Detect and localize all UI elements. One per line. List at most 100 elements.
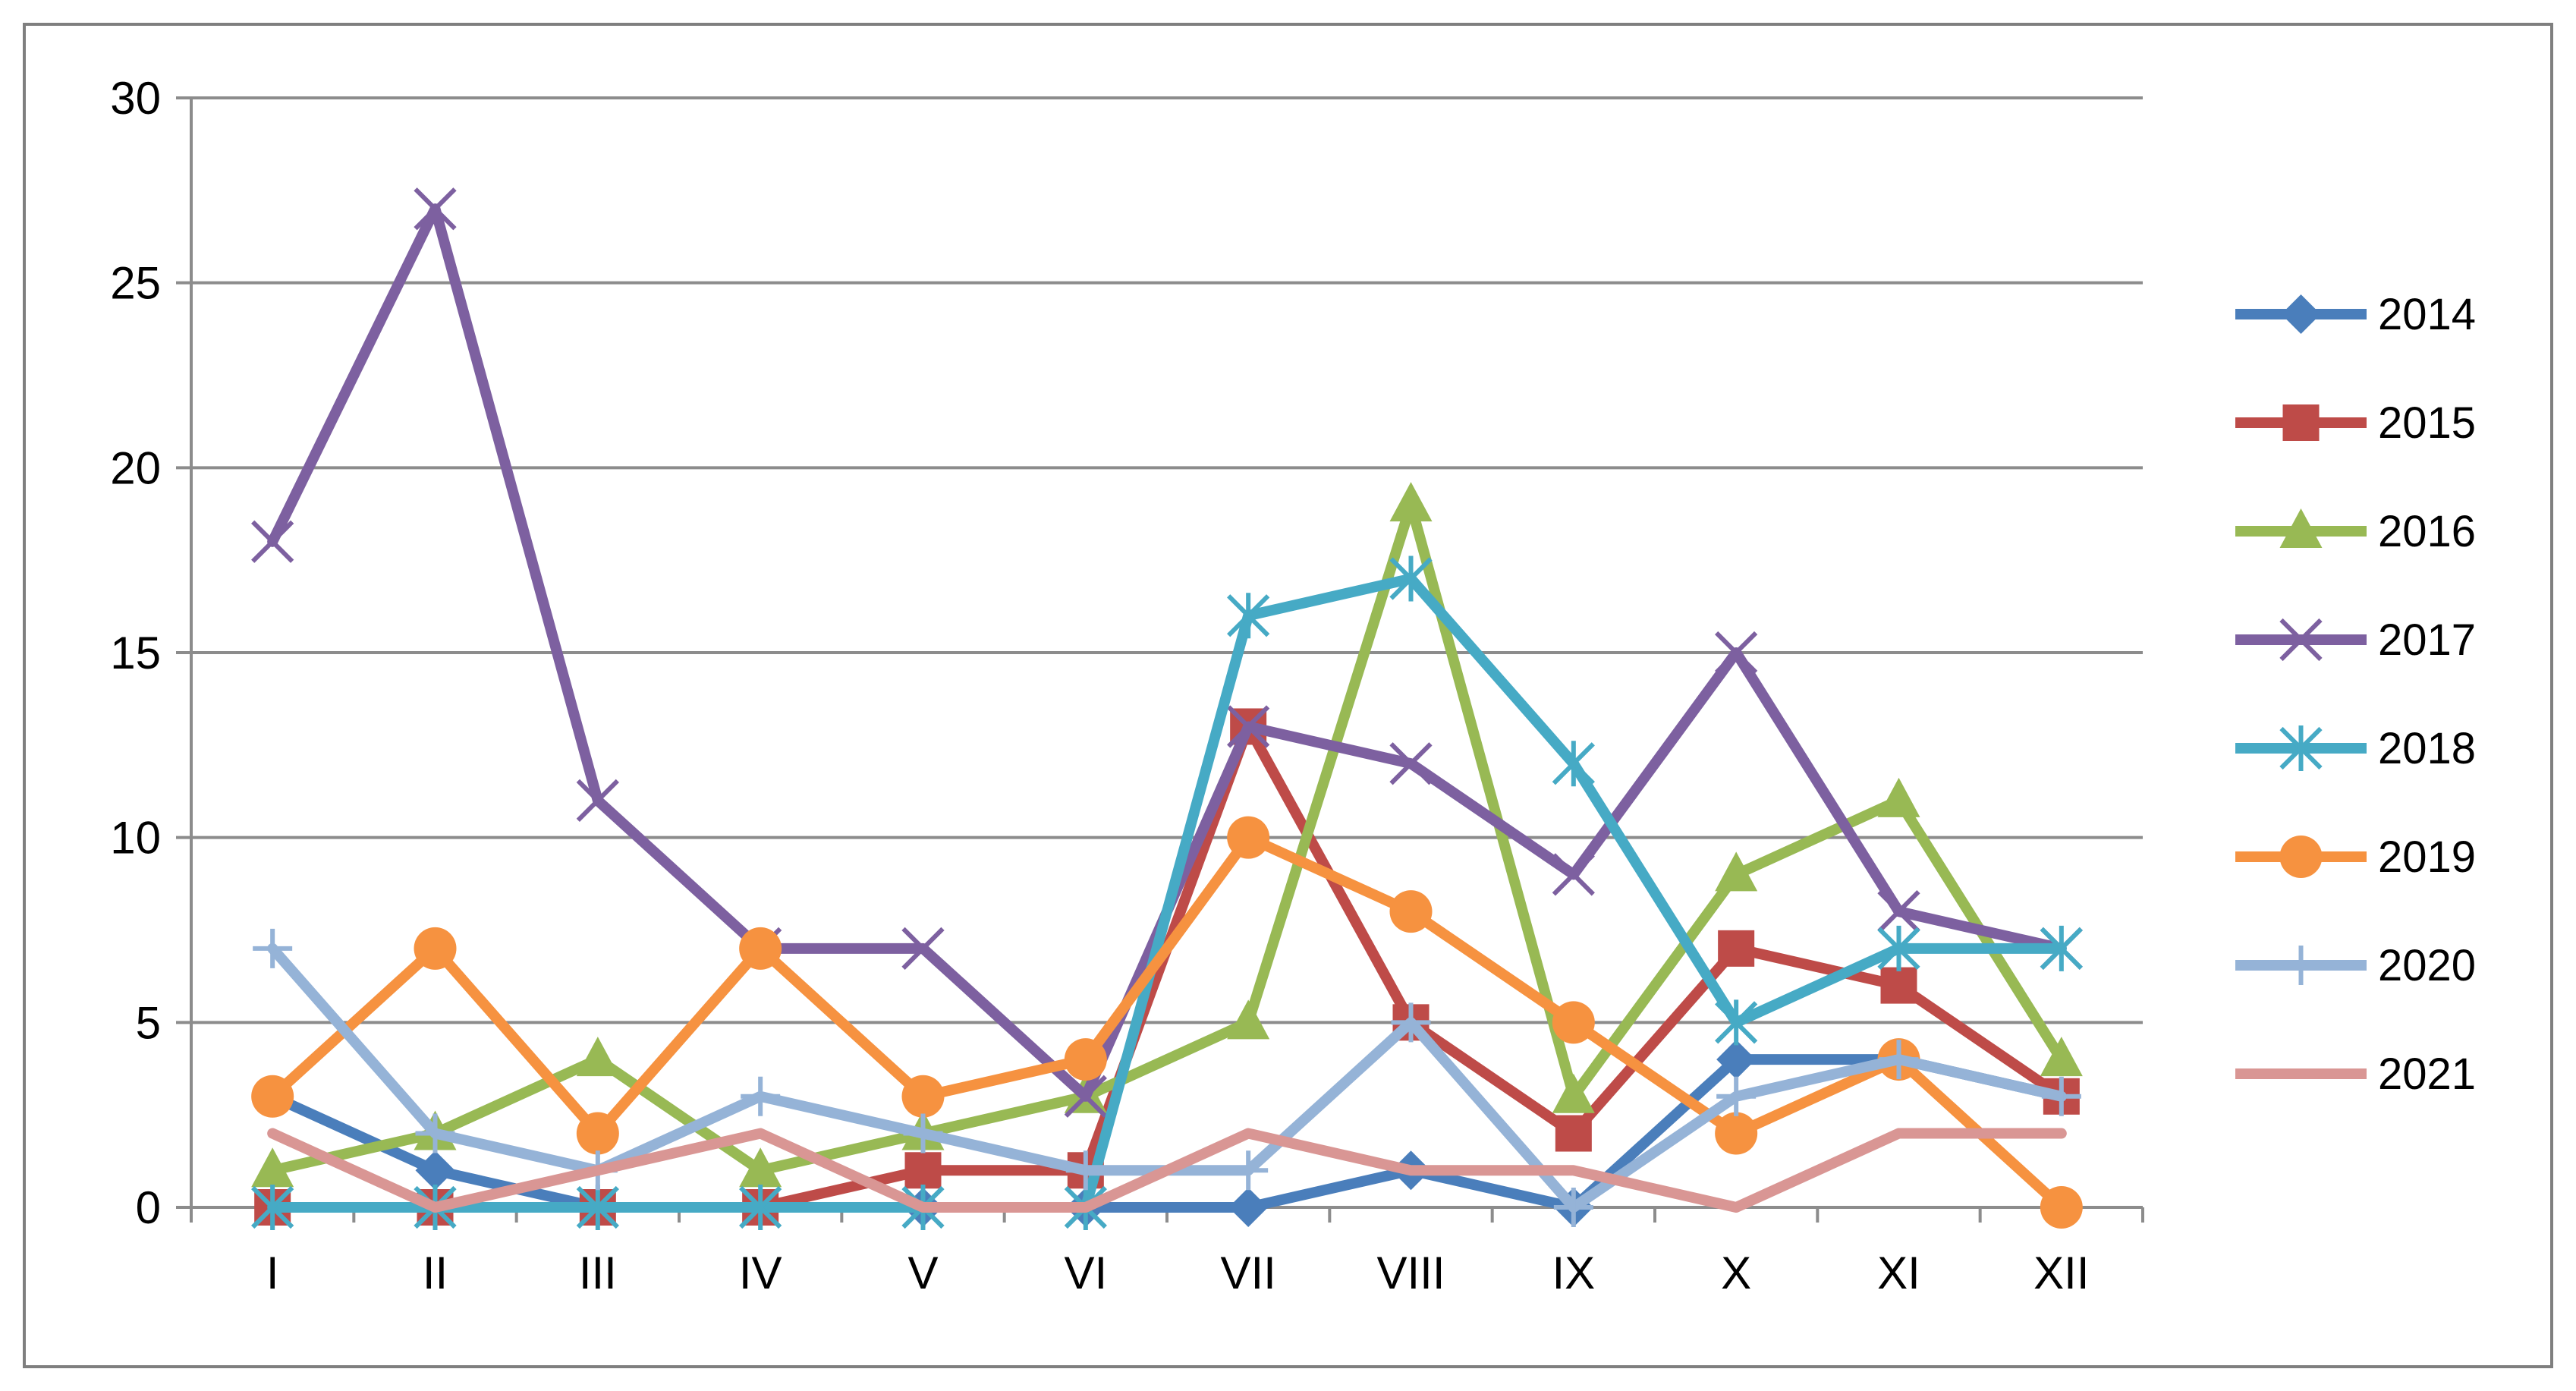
legend-label: 2019 bbox=[2378, 832, 2476, 882]
series-line-2021 bbox=[267, 1128, 2067, 1213]
y-tick-label: 5 bbox=[136, 997, 161, 1048]
y-tick-label: 10 bbox=[110, 813, 161, 864]
legend-label: 2018 bbox=[2378, 724, 2476, 773]
data-point-2017-II bbox=[414, 187, 457, 231]
data-point-2016-VIII bbox=[1389, 482, 1433, 522]
data-point-2020-VI bbox=[1065, 1150, 1106, 1191]
legend-label: 2017 bbox=[2378, 615, 2476, 665]
y-tick-label: 20 bbox=[110, 442, 161, 493]
data-point-2018-IX bbox=[1552, 741, 1595, 787]
data-point-2018-VII bbox=[1227, 593, 1270, 639]
legend-swatch-marker bbox=[2281, 294, 2321, 334]
data-point-2017-VI bbox=[1064, 1075, 1107, 1118]
series-2021 bbox=[267, 1128, 2067, 1213]
x-tick-label: V bbox=[907, 1248, 938, 1298]
legend-label: 2020 bbox=[2378, 941, 2476, 990]
data-point-2017-VII bbox=[1227, 705, 1270, 748]
series-line-2015 bbox=[267, 721, 2067, 1213]
legend-swatch-marker bbox=[2279, 725, 2323, 771]
x-tick-label: XII bbox=[2033, 1248, 2089, 1298]
data-point-2016-X bbox=[1715, 851, 1758, 892]
x-tick-label: IX bbox=[1552, 1248, 1595, 1298]
data-point-2016-XII bbox=[2040, 1037, 2083, 1077]
data-point-2020-X bbox=[1716, 1076, 1757, 1116]
y-tick-label: 30 bbox=[110, 73, 161, 124]
data-point-2016-I bbox=[251, 1147, 294, 1188]
data-point-2017-XI bbox=[1877, 890, 1920, 933]
legend-label: 2016 bbox=[2378, 507, 2476, 556]
data-point-2019-XII bbox=[2040, 1186, 2083, 1229]
data-point-2016-III bbox=[576, 1037, 619, 1077]
data-point-2020-XI bbox=[1879, 1040, 1919, 1080]
legend: 2014 2015 2016 2017 2018 2019 2020 2021 bbox=[2235, 290, 2476, 1099]
y-tick-label: 0 bbox=[136, 1182, 161, 1233]
data-point-2020-XII bbox=[2041, 1076, 2081, 1116]
data-point-2019-VI bbox=[1064, 1038, 1107, 1081]
data-point-2018-IV bbox=[739, 1185, 782, 1230]
data-point-2016-IV bbox=[739, 1147, 782, 1188]
data-point-2020-II bbox=[415, 1113, 455, 1153]
legend-item-2015: 2015 bbox=[2235, 398, 2476, 448]
data-point-2019-V bbox=[901, 1075, 945, 1118]
y-tick-label: 25 bbox=[110, 258, 161, 309]
data-point-2020-IX bbox=[1553, 1188, 1593, 1227]
data-point-2018-XII bbox=[2040, 925, 2083, 971]
series-line-2019 bbox=[267, 832, 2067, 1213]
legend-item-2019: 2019 bbox=[2235, 832, 2476, 882]
series-line-2018 bbox=[267, 573, 2067, 1213]
data-point-2017-IX bbox=[1552, 853, 1595, 896]
legend-item-2018: 2018 bbox=[2235, 724, 2476, 773]
data-point-2017-I bbox=[251, 520, 294, 563]
legend-label: 2014 bbox=[2378, 290, 2476, 339]
data-point-2020-I bbox=[253, 928, 293, 968]
data-point-2018-III bbox=[576, 1185, 619, 1230]
data-point-2020-VII bbox=[1228, 1150, 1269, 1191]
data-point-2019-X bbox=[1715, 1112, 1758, 1155]
data-point-2017-V bbox=[901, 927, 945, 970]
x-tick-label: II bbox=[423, 1248, 448, 1298]
data-point-2019-VII bbox=[1227, 816, 1270, 859]
legend-item-2014: 2014 bbox=[2235, 290, 2476, 339]
legend-swatch-marker bbox=[2282, 404, 2320, 441]
data-point-2020-IV bbox=[741, 1076, 781, 1116]
legend-swatch-marker bbox=[2281, 946, 2321, 985]
data-point-2019-VIII bbox=[1389, 890, 1433, 933]
data-point-2016-XI bbox=[1877, 777, 1920, 817]
x-tick-label: XI bbox=[1877, 1248, 1920, 1298]
legend-item-2020: 2020 bbox=[2235, 941, 2476, 990]
x-tick-label: VIII bbox=[1376, 1248, 1445, 1298]
x-tick-label: VII bbox=[1220, 1248, 1275, 1298]
legend-item-2016: 2016 bbox=[2235, 507, 2476, 556]
series-line-2016 bbox=[267, 499, 2067, 1176]
x-tick-label: IV bbox=[739, 1248, 782, 1298]
data-point-2015-X bbox=[1718, 930, 1755, 967]
legend-label: 2015 bbox=[2378, 398, 2476, 448]
series-2018 bbox=[251, 555, 2083, 1230]
data-point-2017-X bbox=[1715, 631, 1758, 675]
data-point-2019-I bbox=[251, 1075, 294, 1118]
legend-swatch-marker bbox=[2279, 508, 2323, 548]
series-2019 bbox=[251, 816, 2083, 1229]
data-point-2017-III bbox=[576, 779, 619, 823]
data-point-2020-V bbox=[903, 1113, 943, 1153]
x-tick-label: III bbox=[579, 1248, 617, 1298]
data-point-2015-XI bbox=[1880, 967, 1917, 1004]
data-point-2014-II bbox=[415, 1150, 455, 1191]
series-line-2014 bbox=[267, 1054, 2067, 1213]
data-point-2019-II bbox=[414, 927, 457, 970]
data-point-2018-X bbox=[1715, 999, 1758, 1046]
series-2014 bbox=[253, 1040, 2081, 1227]
data-point-2014-VII bbox=[1228, 1188, 1269, 1227]
data-point-2018-I bbox=[251, 1185, 294, 1230]
data-point-2020-VIII bbox=[1391, 1002, 1431, 1043]
series-2015 bbox=[254, 708, 2080, 1226]
y-tick-label: 15 bbox=[110, 628, 161, 678]
data-point-2015-IX bbox=[1555, 1115, 1592, 1152]
x-tick-label: VI bbox=[1064, 1248, 1107, 1298]
data-point-2017-VIII bbox=[1389, 742, 1433, 785]
legend-swatch-marker bbox=[2279, 836, 2323, 878]
data-point-2015-V bbox=[904, 1152, 942, 1189]
legend-item-2017: 2017 bbox=[2235, 615, 2476, 665]
data-point-2018-VIII bbox=[1389, 555, 1433, 602]
